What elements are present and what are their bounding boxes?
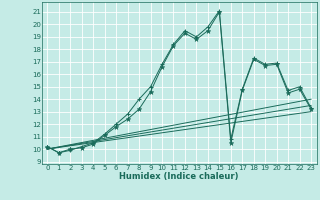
X-axis label: Humidex (Indice chaleur): Humidex (Indice chaleur) (119, 172, 239, 181)
